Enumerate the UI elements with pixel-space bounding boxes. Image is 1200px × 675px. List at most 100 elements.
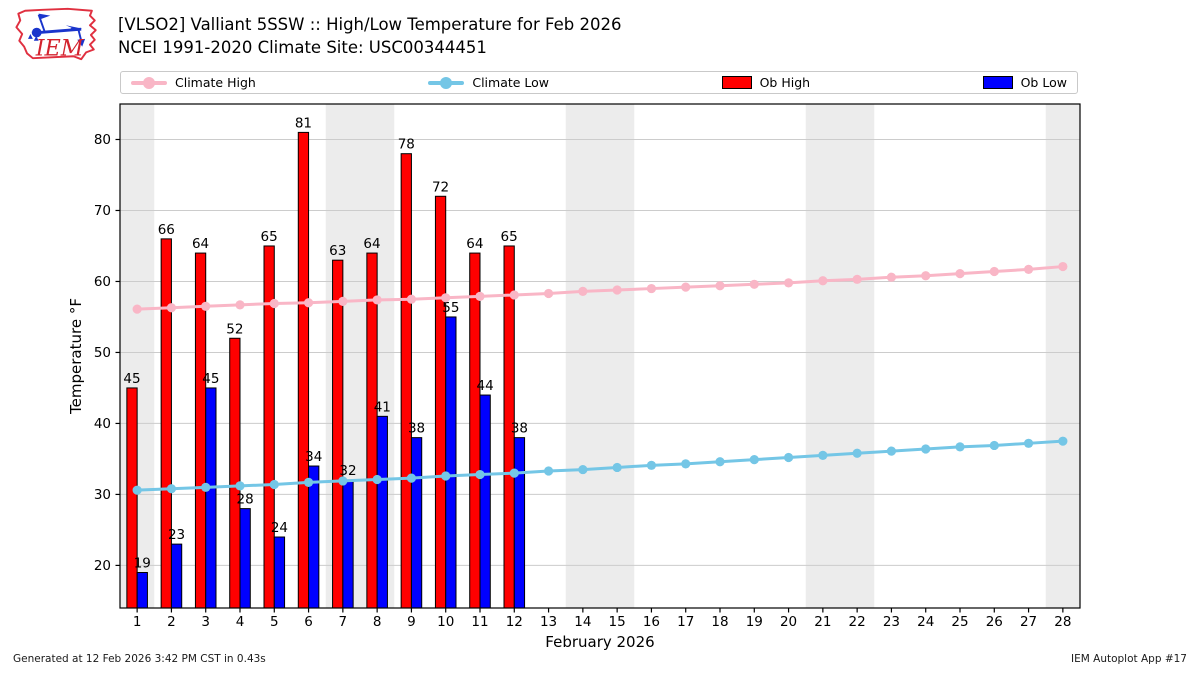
ob-high-value-label: 64 xyxy=(363,236,380,252)
climate-high-marker xyxy=(886,272,897,282)
climate-high-marker xyxy=(269,298,279,309)
ob-high-bar xyxy=(160,238,172,609)
climate-high-marker xyxy=(1058,261,1068,272)
climate-high-marker xyxy=(132,304,142,314)
iowa-outline xyxy=(15,7,97,61)
climate-low-marker xyxy=(886,446,897,456)
x-tick-label: 25 xyxy=(951,614,968,630)
weather-vane-icon xyxy=(28,13,86,47)
ob-low-value-label: 41 xyxy=(374,399,391,415)
climate-high-marker xyxy=(235,300,245,310)
weekend-band xyxy=(805,104,875,608)
ob-high-bar xyxy=(126,387,138,609)
climate-high-marker xyxy=(612,285,622,295)
climate-low-marker xyxy=(475,469,485,480)
climate-low-marker xyxy=(509,468,519,478)
climate-low-marker xyxy=(441,471,451,481)
climate-low-marker xyxy=(852,448,862,458)
climate-high-marker xyxy=(166,303,177,313)
x-tick-label: 26 xyxy=(986,614,1003,630)
x-tick-label: 16 xyxy=(643,614,660,630)
ob-low-bar xyxy=(308,465,320,609)
climate-high-marker xyxy=(818,276,828,286)
ob-high-value-label: 65 xyxy=(501,229,518,245)
legend-entry-climate-low: Climate Low xyxy=(428,75,549,90)
legend-swatch xyxy=(721,76,752,89)
climate-high-marker xyxy=(852,274,862,284)
ob-high-bar xyxy=(400,153,412,609)
ob-low-value-label: 38 xyxy=(511,421,528,437)
climate-low-marker xyxy=(1058,436,1068,446)
x-tick-label: 21 xyxy=(814,614,831,630)
x-axis-label: February 2026 xyxy=(545,633,654,651)
ob-low-value-label: 19 xyxy=(134,556,151,572)
ob-high-value-label: 66 xyxy=(158,222,175,238)
x-tick-label: 2 xyxy=(167,614,176,630)
ob-low-value-label: 28 xyxy=(237,492,254,508)
climate-low-marker xyxy=(818,450,828,460)
ob-high-value-label: 63 xyxy=(329,243,346,259)
climate-high-marker xyxy=(303,298,314,308)
ob-low-bar xyxy=(513,437,526,609)
iem-logo: IEM xyxy=(15,7,97,61)
ob-low-value-label: 32 xyxy=(339,463,356,479)
y-tick-label: 50 xyxy=(94,345,111,361)
y-tick-label: 80 xyxy=(94,132,111,148)
climate-high-marker xyxy=(646,283,657,294)
ob-low-bar xyxy=(136,572,148,609)
legend-label: Ob High xyxy=(759,75,811,90)
x-tick-label: 7 xyxy=(339,614,348,630)
x-tick-label: 12 xyxy=(506,614,523,630)
ob-high-bar xyxy=(434,195,447,609)
ob-high-value-label: 81 xyxy=(295,115,312,131)
climate-low-marker xyxy=(715,457,725,467)
ob-high-value-label: 78 xyxy=(398,137,415,153)
climate-low-marker xyxy=(338,476,348,486)
ob-low-bar xyxy=(376,415,388,609)
ob-high-bar xyxy=(469,252,481,609)
climate-low-line xyxy=(137,439,1063,492)
climate-low-marker xyxy=(681,459,691,469)
legend-line-marker xyxy=(131,76,167,89)
climate-low-marker xyxy=(235,481,245,491)
chart-legend: Climate High Climate Low Ob High Ob Low xyxy=(120,71,1078,94)
weekend-band xyxy=(1045,104,1080,608)
x-tick-label: 22 xyxy=(849,614,866,630)
chart-title-line2: NCEI 1991-2020 Climate Site: USC00344451 xyxy=(118,38,487,57)
y-tick-label: 20 xyxy=(94,558,111,574)
climate-high-marker xyxy=(681,282,691,292)
legend-label: Climate Low xyxy=(472,75,550,90)
x-tick-label: 6 xyxy=(304,614,313,630)
climate-low-marker xyxy=(989,440,999,451)
ob-high-value-label: 65 xyxy=(261,229,278,245)
generated-timestamp: Generated at 12 Feb 2026 3:42 PM CST in … xyxy=(13,653,266,665)
ob-low-value-label: 34 xyxy=(305,449,322,465)
climate-low-marker xyxy=(749,455,759,465)
climate-high-marker xyxy=(201,301,211,311)
climate-high-marker xyxy=(406,294,417,304)
climate-low-marker xyxy=(543,466,554,476)
x-tick-label: 13 xyxy=(540,614,557,630)
ob-high-value-label: 45 xyxy=(123,371,140,387)
plot-border xyxy=(119,103,1081,609)
ob-low-bar xyxy=(445,316,457,609)
climate-low-marker xyxy=(921,444,931,454)
x-tick-label: 23 xyxy=(883,614,900,630)
ob-high-bar xyxy=(332,259,344,609)
x-tick-label: 3 xyxy=(201,614,210,630)
legend-entry-ob-high: Ob High xyxy=(721,75,811,90)
footer: Generated at 12 Feb 2026 3:42 PM CST in … xyxy=(0,651,1200,671)
x-tick-label: 4 xyxy=(236,614,245,630)
x-tick-label: 24 xyxy=(917,614,934,630)
x-tick-label: 11 xyxy=(471,614,488,630)
climate-low-marker xyxy=(269,479,279,490)
ob-low-value-label: 45 xyxy=(202,371,219,387)
ob-high-value-label: 52 xyxy=(226,321,243,337)
ob-low-bar xyxy=(410,437,423,609)
ob-low-bar xyxy=(342,479,354,609)
y-tick-label: 30 xyxy=(94,487,111,503)
chart-title-line1: [VLSO2] Valliant 5SSW :: High/Low Temper… xyxy=(118,15,622,34)
climate-low-marker xyxy=(303,477,314,487)
ob-low-bar xyxy=(205,387,217,609)
